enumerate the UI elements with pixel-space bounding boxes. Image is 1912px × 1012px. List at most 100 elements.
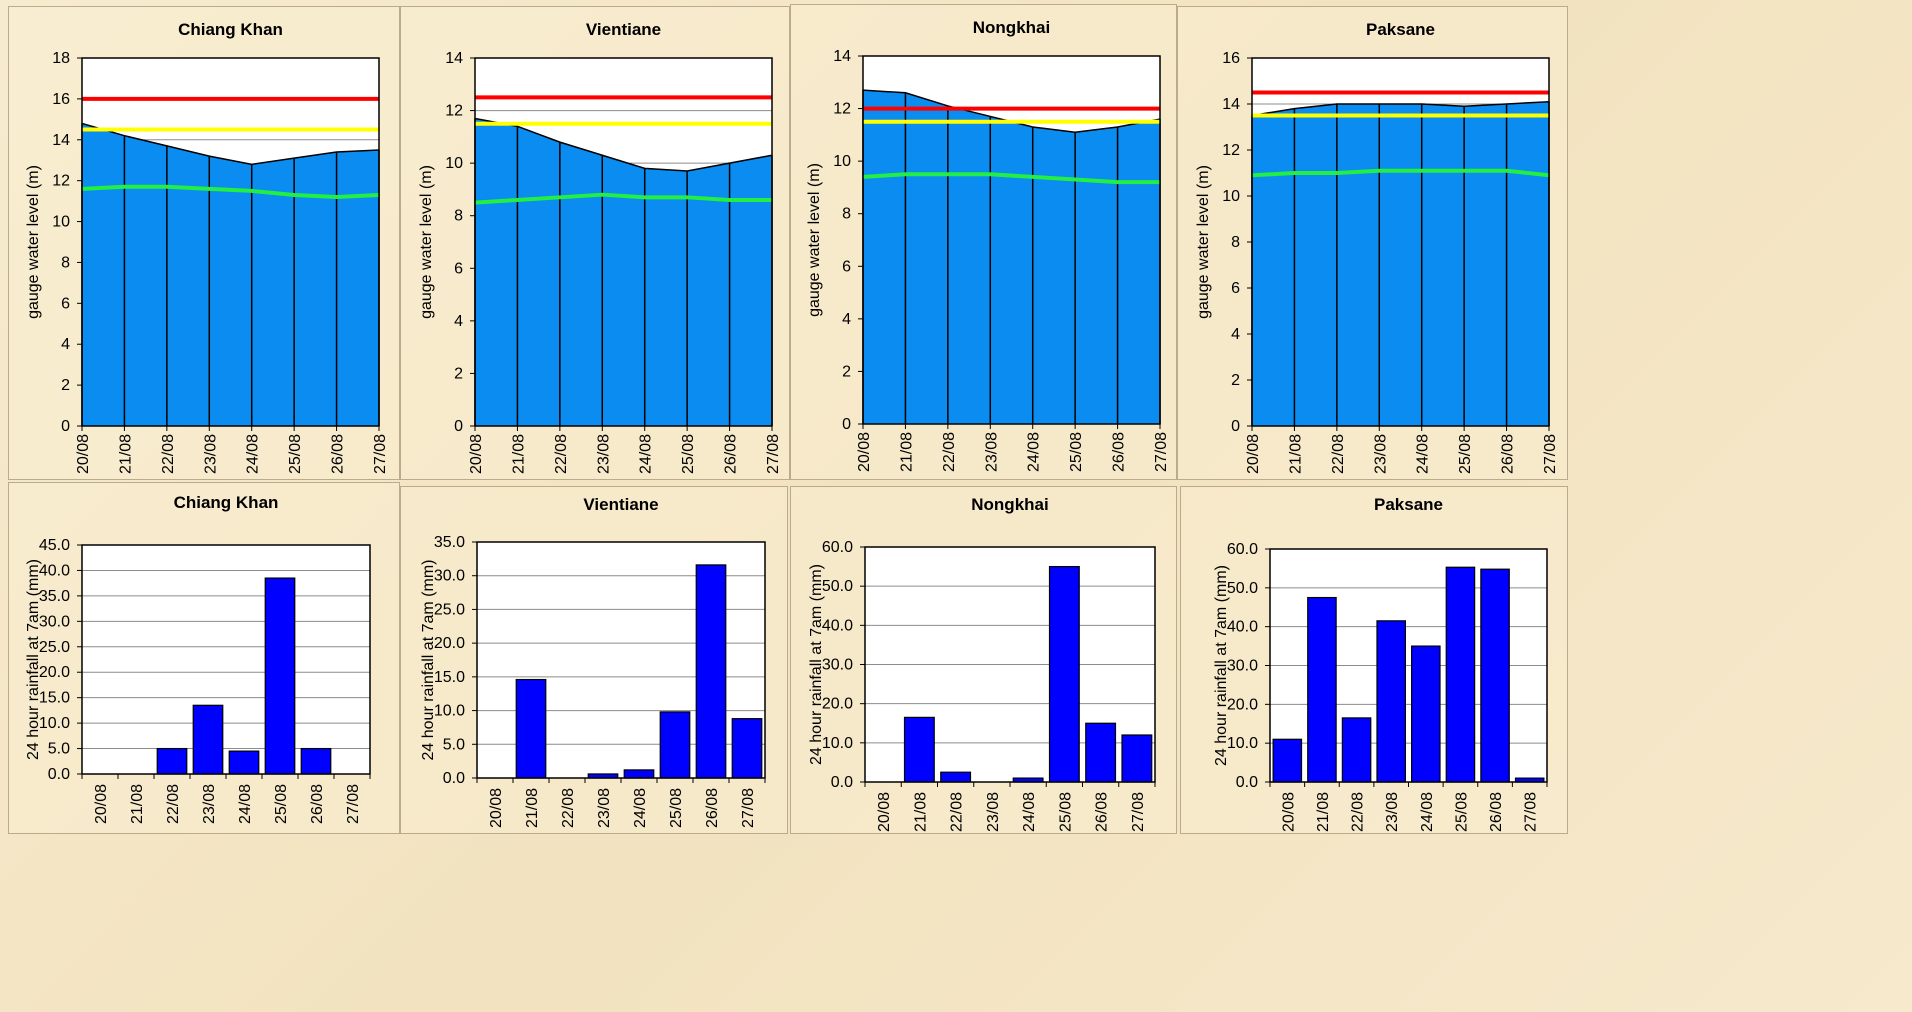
x-tick-label: 25/08 <box>1057 792 1074 832</box>
x-tick-label: 22/08 <box>160 434 177 474</box>
x-tick-label: 26/08 <box>723 434 740 474</box>
y-tick-label: 12 <box>52 173 70 190</box>
y-tick-label: 30.0 <box>39 613 70 630</box>
y-axis-label: 24 hour rainfall at 7am (mm) <box>808 564 825 765</box>
y-axis-label: 24 hour rainfall at 7am (mm) <box>420 560 437 761</box>
x-tick-label: 24/08 <box>1419 792 1436 832</box>
x-tick-label: 22/08 <box>1330 434 1347 474</box>
x-tick-label: 26/08 <box>1111 432 1128 472</box>
y-tick-label: 30.0 <box>822 657 853 674</box>
rainfall-bar <box>515 678 547 779</box>
x-tick-label: 27/08 <box>1153 432 1170 472</box>
reference-level-line <box>81 184 380 200</box>
x-tick-label: 23/08 <box>985 792 1002 832</box>
y-tick-label: 8 <box>61 254 70 271</box>
y-tick-label: 6 <box>1231 280 1240 297</box>
chart-svg: Nongkhai gauge water level (m) 20/08 21/08 2… <box>806 18 1170 472</box>
rainfall-bar <box>264 577 296 775</box>
rainfall-bar <box>1411 645 1441 783</box>
x-tick-label: 21/08 <box>912 792 929 832</box>
x-tick-label: 21/08 <box>117 434 134 474</box>
y-tick-label: 8 <box>454 208 463 225</box>
x-tick-label: 25/08 <box>1457 434 1474 474</box>
water-level-chart-paksane: Paksane gauge water level (m) 20/08 21/08 22… <box>1177 6 1568 480</box>
x-tick-label: 20/08 <box>876 792 893 832</box>
y-tick-label: 2 <box>454 365 463 382</box>
x-tick-label: 25/08 <box>680 434 697 474</box>
y-axis-label: gauge water level (m) <box>1195 165 1212 319</box>
plot-border <box>862 55 1161 425</box>
rainfall-bar <box>1307 596 1337 783</box>
y-tick-label: 12 <box>445 103 463 120</box>
x-tick-label: 22/08 <box>941 432 958 472</box>
x-tick-label: 27/08 <box>1523 792 1540 832</box>
rainfall-bar <box>1341 717 1372 783</box>
x-tick-label: 26/08 <box>1500 434 1517 474</box>
rainfall-chart-nongkhai: Nongkhai 24 hour rainfall at 7am (mm) 20/0… <box>790 486 1177 834</box>
y-tick-label: 10 <box>52 214 70 231</box>
x-tick-label: 24/08 <box>1026 432 1043 472</box>
y-tick-label: 6 <box>61 295 70 312</box>
water-level-chart-nongkhai: Nongkhai gauge water level (m) 20/08 21/08 2… <box>790 4 1177 480</box>
y-tick-label: 0 <box>454 418 463 435</box>
rainfall-bar <box>156 747 188 775</box>
rainfall-bar <box>659 711 691 779</box>
y-tick-label: 16 <box>1222 50 1240 67</box>
y-axis-label: 24 hour rainfall at 7am (mm) <box>25 559 42 760</box>
y-tick-label: 14 <box>1222 96 1240 113</box>
x-tick-label: 21/08 <box>1287 434 1304 474</box>
y-tick-label: 4 <box>61 336 70 353</box>
rainfall-bar <box>731 718 763 779</box>
chart-svg: Vientiane 24 hour rainfall at 7am (mm) 20/… <box>420 495 766 828</box>
x-tick-label: 25/08 <box>287 434 304 474</box>
x-tick-label: 25/08 <box>1068 432 1085 472</box>
water-level-chart-vientiane: Vientiane gauge water level (m) 20/08 21/08… <box>400 6 790 480</box>
y-axis-label: 24 hour rainfall at 7am (mm) <box>1213 565 1230 766</box>
x-tick-label: 23/08 <box>1384 792 1401 832</box>
x-tick-label: 23/08 <box>1372 434 1389 474</box>
y-tick-label: 45.0 <box>39 537 70 554</box>
x-tick-label: 27/08 <box>1542 434 1559 474</box>
plot-area <box>82 545 370 774</box>
y-tick-label: 30.0 <box>1227 658 1258 675</box>
y-tick-label: 0.0 <box>443 770 465 787</box>
plot-border <box>81 57 380 427</box>
x-tick-label: 27/08 <box>345 784 362 824</box>
x-tick-label: 23/08 <box>983 432 1000 472</box>
y-tick-label: 0 <box>1231 418 1240 435</box>
x-tick-label: 23/08 <box>596 788 613 828</box>
chart-title: Paksane <box>1374 495 1443 514</box>
x-tick-label: 26/08 <box>1488 792 1505 832</box>
y-tick-label: 60.0 <box>1227 541 1258 558</box>
y-tick-label: 40.0 <box>822 617 853 634</box>
x-tick-label: 23/08 <box>202 434 219 474</box>
y-tick-label: 35.0 <box>39 588 70 605</box>
water-level-area <box>475 118 772 426</box>
x-tick-label: 24/08 <box>1021 792 1038 832</box>
y-tick-label: 8 <box>842 206 851 223</box>
x-tick-label: 22/08 <box>165 784 182 824</box>
y-tick-label: 10 <box>833 153 851 170</box>
y-tick-label: 5.0 <box>48 741 70 758</box>
plot-border <box>81 544 371 775</box>
rainfall-bar <box>228 750 260 775</box>
y-tick-label: 2 <box>842 363 851 380</box>
chart-title: Nongkhai <box>973 18 1050 37</box>
rainfall-bar <box>623 769 655 779</box>
rainfall-bar <box>1445 566 1476 783</box>
water-level-area <box>1252 101 1549 426</box>
x-tick-label: 21/08 <box>510 434 527 474</box>
y-tick-label: 10.0 <box>1227 735 1258 752</box>
water-level-line <box>1251 100 1550 117</box>
rainfall-bar <box>940 771 972 783</box>
rainfall-bar <box>695 564 727 779</box>
y-tick-label: 10 <box>445 155 463 172</box>
x-tick-label: 26/08 <box>309 784 326 824</box>
y-tick-label: 6 <box>454 260 463 277</box>
y-tick-label: 15.0 <box>39 690 70 707</box>
rainfall-bar <box>300 747 332 775</box>
y-tick-label: 60.0 <box>822 539 853 556</box>
chart-title: Paksane <box>1366 20 1435 39</box>
